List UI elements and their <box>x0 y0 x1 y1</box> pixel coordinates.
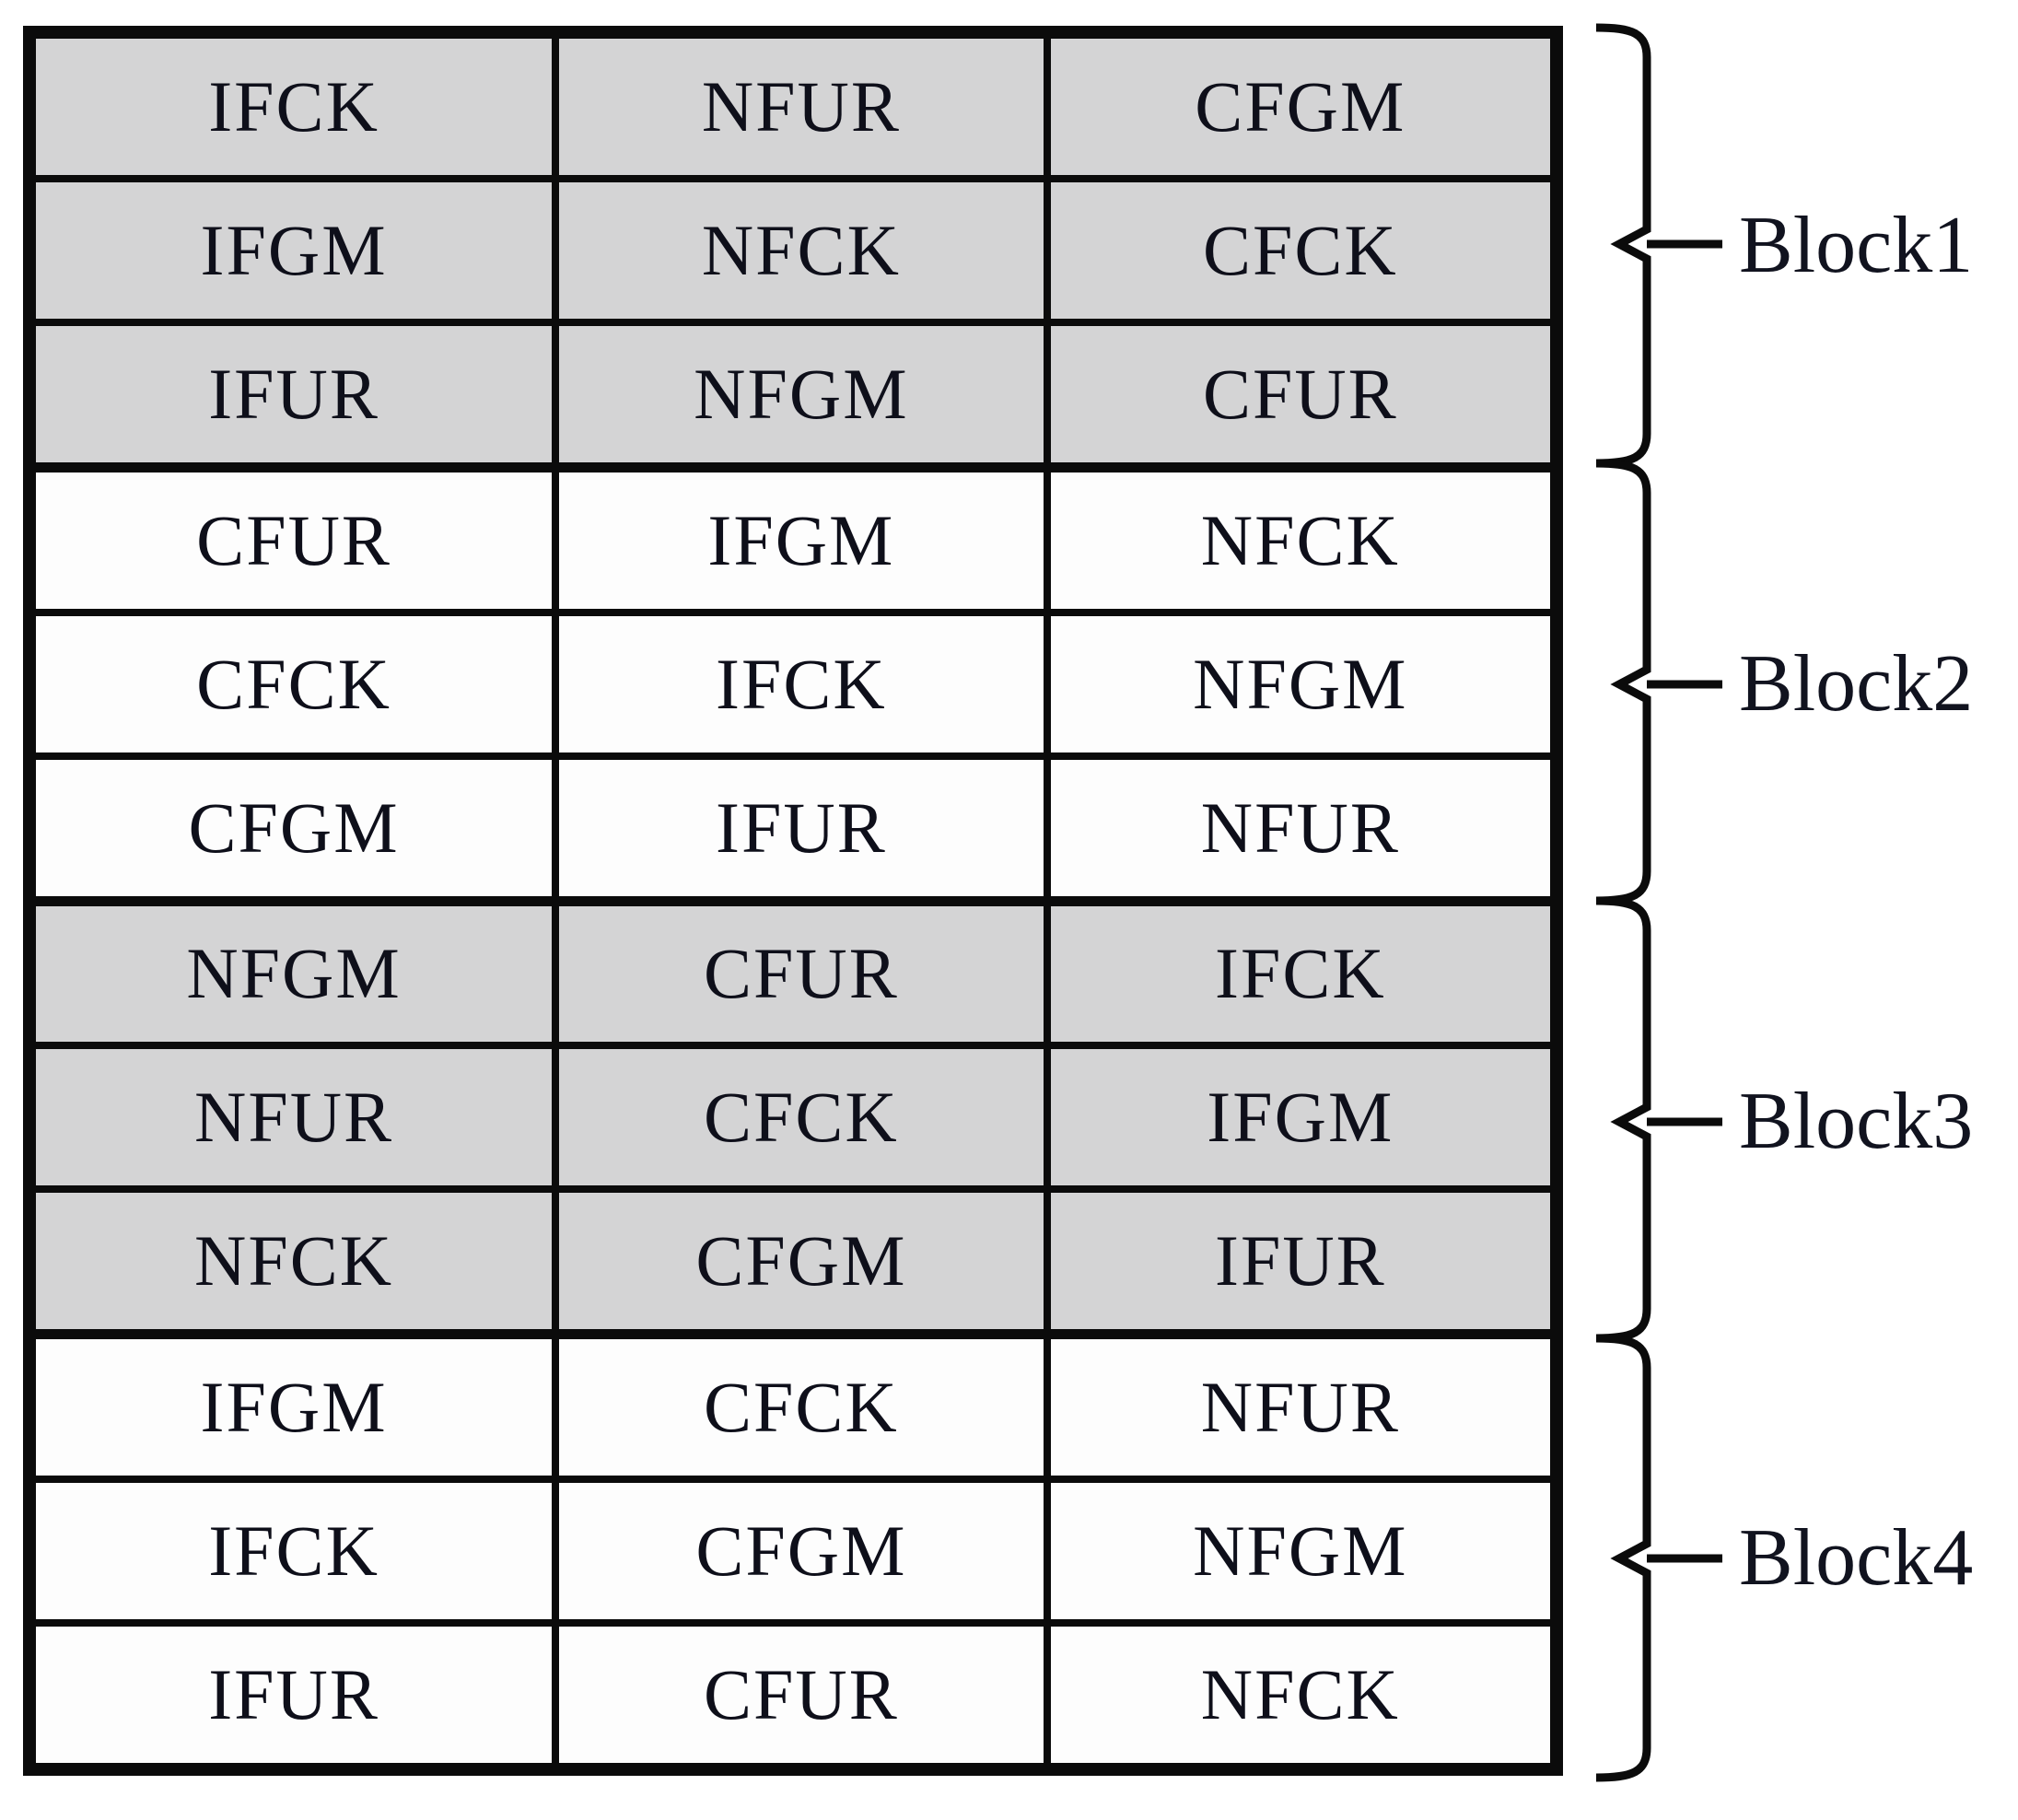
table-cell: CFCK <box>555 1045 1047 1190</box>
block2-label: Block2 <box>1739 639 1974 729</box>
block-braces-icon <box>1595 23 1722 1782</box>
table-cell: NFGM <box>32 902 556 1046</box>
brace-block1 <box>1595 23 1651 468</box>
brace-block3 <box>1595 896 1651 1343</box>
table-cell: NFCK <box>1046 468 1554 612</box>
block4-rows: IFGM CFCK NFUR IFCK CFGM NFGM IFUR CFUR … <box>32 1333 1554 1767</box>
table-cell: IFUR <box>32 321 556 466</box>
treatment-table: IFCK NFUR CFGM IFGM NFCK CFCK IFUR NFGM … <box>23 26 1563 1776</box>
table-cell: NFCK <box>1046 1623 1554 1767</box>
table-cell: CFGM <box>32 755 556 900</box>
table-cell: IFUR <box>1046 1189 1554 1334</box>
table-cell: CFUR <box>32 468 556 612</box>
table-cell: CFCK <box>1046 178 1554 322</box>
table-cell: NFUR <box>555 35 1047 179</box>
table-cell: NFGM <box>555 321 1047 466</box>
table-cell: NFGM <box>1046 612 1554 756</box>
table-cell: CFUR <box>555 1623 1047 1767</box>
block3-label: Block3 <box>1739 1077 1974 1166</box>
brace-block2 <box>1595 459 1651 905</box>
table-cell: NFUR <box>32 1045 556 1190</box>
table-cell: IFUR <box>32 1623 556 1767</box>
table-cell: CFCK <box>555 1336 1047 1480</box>
table-cell: IFCK <box>1046 902 1554 1046</box>
table-cell: NFUR <box>1046 1336 1554 1480</box>
table-cell: IFCK <box>32 1479 556 1624</box>
table-cell: NFCK <box>555 178 1047 322</box>
table-cell: NFGM <box>1046 1479 1554 1624</box>
table-cell: CFGM <box>555 1479 1047 1624</box>
block3-rows: NFGM CFUR IFCK NFUR CFCK IFGM NFCK CFGM … <box>32 899 1554 1334</box>
table-cell: IFGM <box>32 178 556 322</box>
table-cell: CFUR <box>555 902 1047 1046</box>
table-cell: IFCK <box>32 35 556 179</box>
table-cell: IFCK <box>555 612 1047 756</box>
brace-block4 <box>1595 1334 1651 1782</box>
table-cell: IFGM <box>555 468 1047 612</box>
table-cell: IFGM <box>32 1336 556 1480</box>
table-cell: IFUR <box>555 755 1047 900</box>
block1-label: Block1 <box>1739 201 1974 290</box>
block1-rows: IFCK NFUR CFGM IFGM NFCK CFCK IFUR NFGM … <box>32 35 1554 466</box>
table-cell: CFCK <box>32 612 556 756</box>
table-cell: NFUR <box>1046 755 1554 900</box>
table-cell: CFGM <box>1046 35 1554 179</box>
table-cell: CFUR <box>1046 321 1554 466</box>
block2-rows: CFUR IFGM NFCK CFCK IFCK NFGM CFGM IFUR … <box>32 465 1554 900</box>
block4-label: Block4 <box>1739 1513 1974 1603</box>
table-cell: CFGM <box>555 1189 1047 1334</box>
table-cell: IFGM <box>1046 1045 1554 1190</box>
table-cell: NFCK <box>32 1189 556 1334</box>
